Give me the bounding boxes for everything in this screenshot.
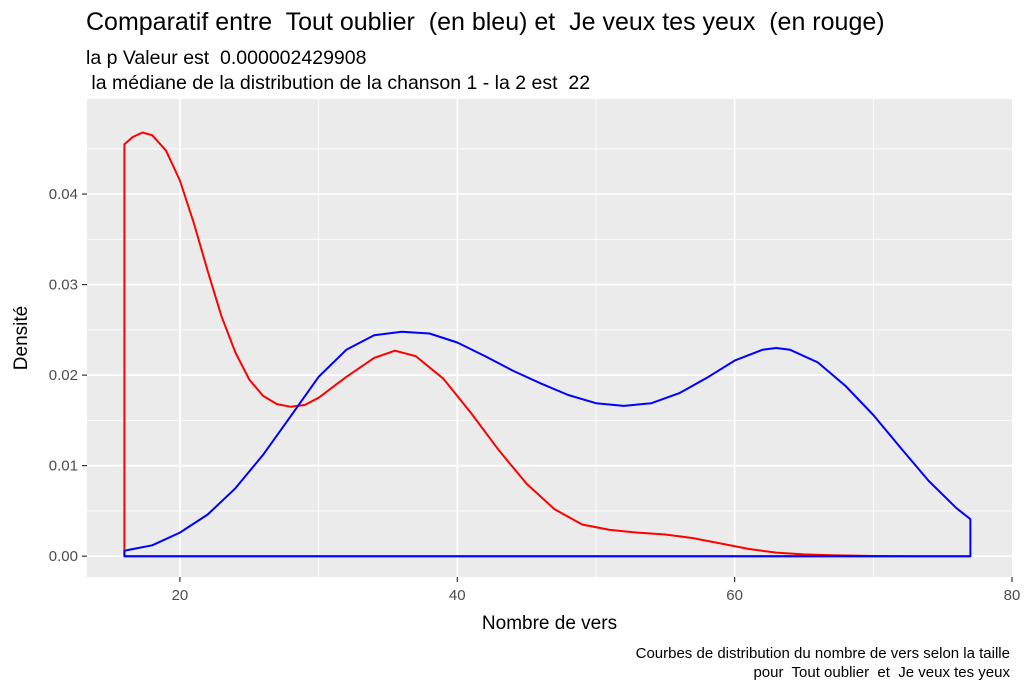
chart-caption: Courbes de distribution du nombre de ver…	[636, 644, 1010, 682]
series-layer	[123, 131, 972, 558]
y-tick-label: 0.04	[49, 186, 78, 203]
x-axis: 20 40 60 80	[172, 577, 1021, 604]
x-axis-label: Nombre de vers	[482, 613, 617, 634]
plot-panel	[87, 99, 1012, 577]
subtitle-line-1: la p Valeur est 0.000002429908	[86, 47, 367, 69]
caption-line-2: pour Tout oublier et Je veux tes yeux	[753, 664, 1010, 681]
y-tick-label: 0.03	[49, 277, 78, 294]
y-axis-label: Densité	[11, 306, 32, 370]
caption-line-1: Courbes de distribution du nombre de ver…	[635, 645, 1010, 662]
chart-title: Comparatif entre Tout oublier (en bleu) …	[86, 8, 885, 36]
density-curve-je-veux-tes-yeux	[123, 131, 972, 558]
grid-minor	[87, 99, 1012, 577]
x-tick-label: 80	[1004, 587, 1021, 604]
chart-subtitle: la p Valeur est 0.000002429908 la médian…	[86, 46, 590, 96]
y-tick-label: 0.01	[49, 458, 78, 475]
y-tick-label: 0.02	[49, 367, 78, 384]
x-tick-label: 60	[726, 587, 743, 604]
x-tick-label: 20	[172, 587, 189, 604]
density-curve-tout-oublier	[123, 330, 972, 558]
x-tick-label: 40	[449, 587, 466, 604]
y-tick-label: 0.00	[49, 548, 78, 565]
subtitle-line-2: la médiane de la distribution de la chan…	[86, 72, 591, 94]
y-axis: 0.00 0.01 0.02 0.03 0.04	[49, 186, 87, 565]
